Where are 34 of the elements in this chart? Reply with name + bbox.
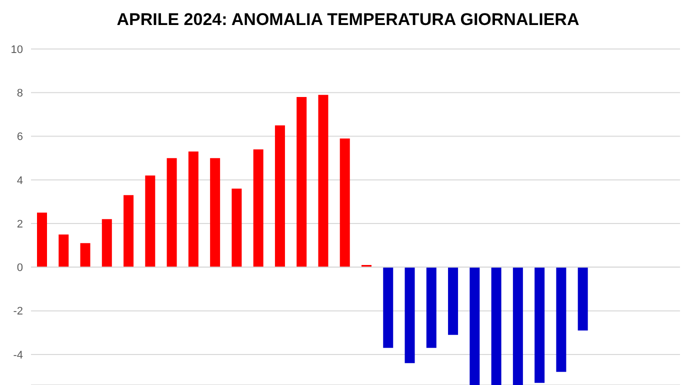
y-tick-label: 10	[10, 44, 23, 56]
bar	[534, 267, 545, 383]
bar	[102, 219, 112, 268]
bar	[166, 158, 177, 268]
bar	[80, 243, 90, 268]
bar	[296, 97, 307, 268]
bar	[274, 125, 285, 268]
bar	[37, 212, 47, 268]
chart-title: APRILE 2024: ANOMALIA TEMPERATURA GIORNALIERA	[116, 10, 580, 30]
y-tick-label: 2	[16, 218, 23, 230]
y-tick-label: 4	[16, 174, 23, 187]
bar	[556, 267, 566, 372]
bar	[124, 195, 134, 268]
bar	[188, 152, 198, 268]
bar	[58, 234, 69, 268]
bar	[145, 176, 156, 268]
y-tick-label: 0	[16, 262, 23, 274]
bar	[383, 267, 394, 348]
y-tick-label: 8	[16, 88, 23, 100]
y-tick-label: 6	[16, 131, 23, 144]
bar	[404, 267, 415, 364]
bar	[578, 267, 588, 330]
bar	[210, 158, 220, 268]
bar	[253, 149, 264, 268]
bar	[340, 138, 350, 268]
bar	[491, 267, 502, 385]
bar	[426, 267, 436, 348]
bar	[448, 267, 458, 335]
y-tick-label: -2	[13, 306, 23, 318]
bar	[512, 267, 523, 385]
y-tick-label: -4	[13, 349, 23, 362]
bar	[232, 188, 242, 268]
bar	[318, 94, 328, 268]
bar	[470, 267, 480, 385]
